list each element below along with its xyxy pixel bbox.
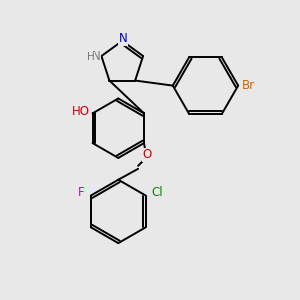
Text: H: H (87, 52, 94, 62)
Text: Cl: Cl (152, 186, 164, 199)
Text: N: N (119, 32, 128, 45)
Text: O: O (142, 148, 152, 161)
Text: Br: Br (242, 79, 255, 92)
Text: F: F (78, 186, 84, 199)
Text: N: N (92, 50, 101, 62)
Text: HO: HO (72, 105, 90, 118)
